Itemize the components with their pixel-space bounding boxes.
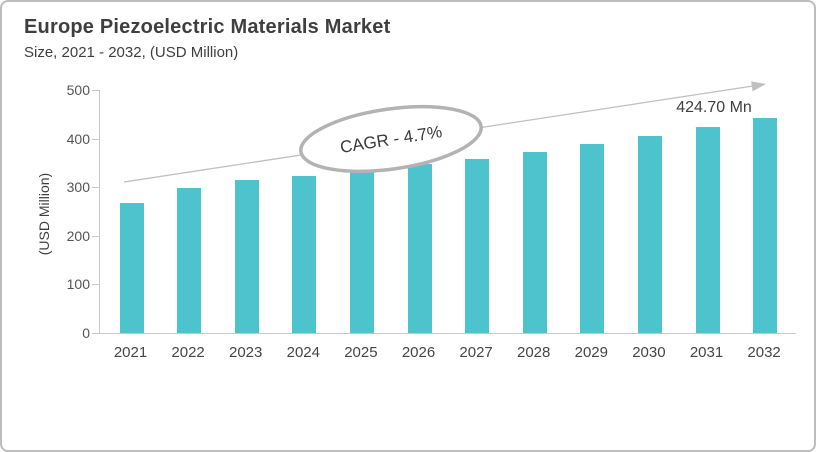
y-tick-200: 200: [66, 227, 90, 244]
plot-area: [99, 90, 796, 334]
bar-2031: [695, 126, 720, 333]
y-tick-100: 100: [66, 276, 90, 293]
x-tick-2023: 2023: [229, 344, 263, 361]
x-tick-2032: 2032: [747, 344, 781, 361]
bar-2032: [753, 117, 778, 333]
x-tick-2021: 2021: [113, 344, 148, 361]
y-tick-0: 0: [82, 325, 90, 341]
x-tick-2030: 2030: [632, 344, 666, 361]
bar-2021: [119, 203, 144, 333]
x-tick-2025: 2025: [344, 344, 378, 361]
final-value-label: 424.70 Mn: [676, 99, 752, 116]
x-tick-2022: 2022: [171, 344, 205, 361]
bar-2026: [407, 164, 432, 333]
bar-2027: [465, 159, 490, 333]
y-tick-400: 400: [66, 130, 90, 147]
y-tick-mark-200: [92, 235, 99, 237]
y-tick-300: 300: [66, 179, 90, 196]
bar-2030: [637, 135, 662, 333]
x-tick-2028: 2028: [517, 344, 551, 361]
y-tick-mark-100: [92, 284, 99, 286]
y-tick-mark-500: [92, 90, 99, 91]
bar-2029: [580, 143, 605, 333]
bar-2025: [349, 170, 374, 333]
x-tick-2027: 2027: [459, 344, 493, 361]
bar-2028: [522, 152, 547, 333]
bar-2022: [177, 188, 202, 333]
y-tick-500: 500: [66, 82, 90, 98]
bar-2023: [234, 179, 259, 333]
chart-subtitle: Size, 2021 - 2032, (USD Million): [24, 44, 239, 61]
x-tick-2031: 2031: [689, 344, 724, 361]
y-tick-mark-300: [92, 187, 99, 189]
y-tick-mark-0: [92, 333, 99, 334]
x-tick-2026: 2026: [401, 344, 436, 361]
chart-title: Europe Piezoelectric Materials Market: [24, 16, 391, 38]
bar-2024: [292, 176, 317, 333]
x-tick-2024: 2024: [286, 344, 320, 361]
x-tick-2029: 2029: [574, 344, 608, 361]
y-tick-mark-400: [92, 138, 99, 140]
